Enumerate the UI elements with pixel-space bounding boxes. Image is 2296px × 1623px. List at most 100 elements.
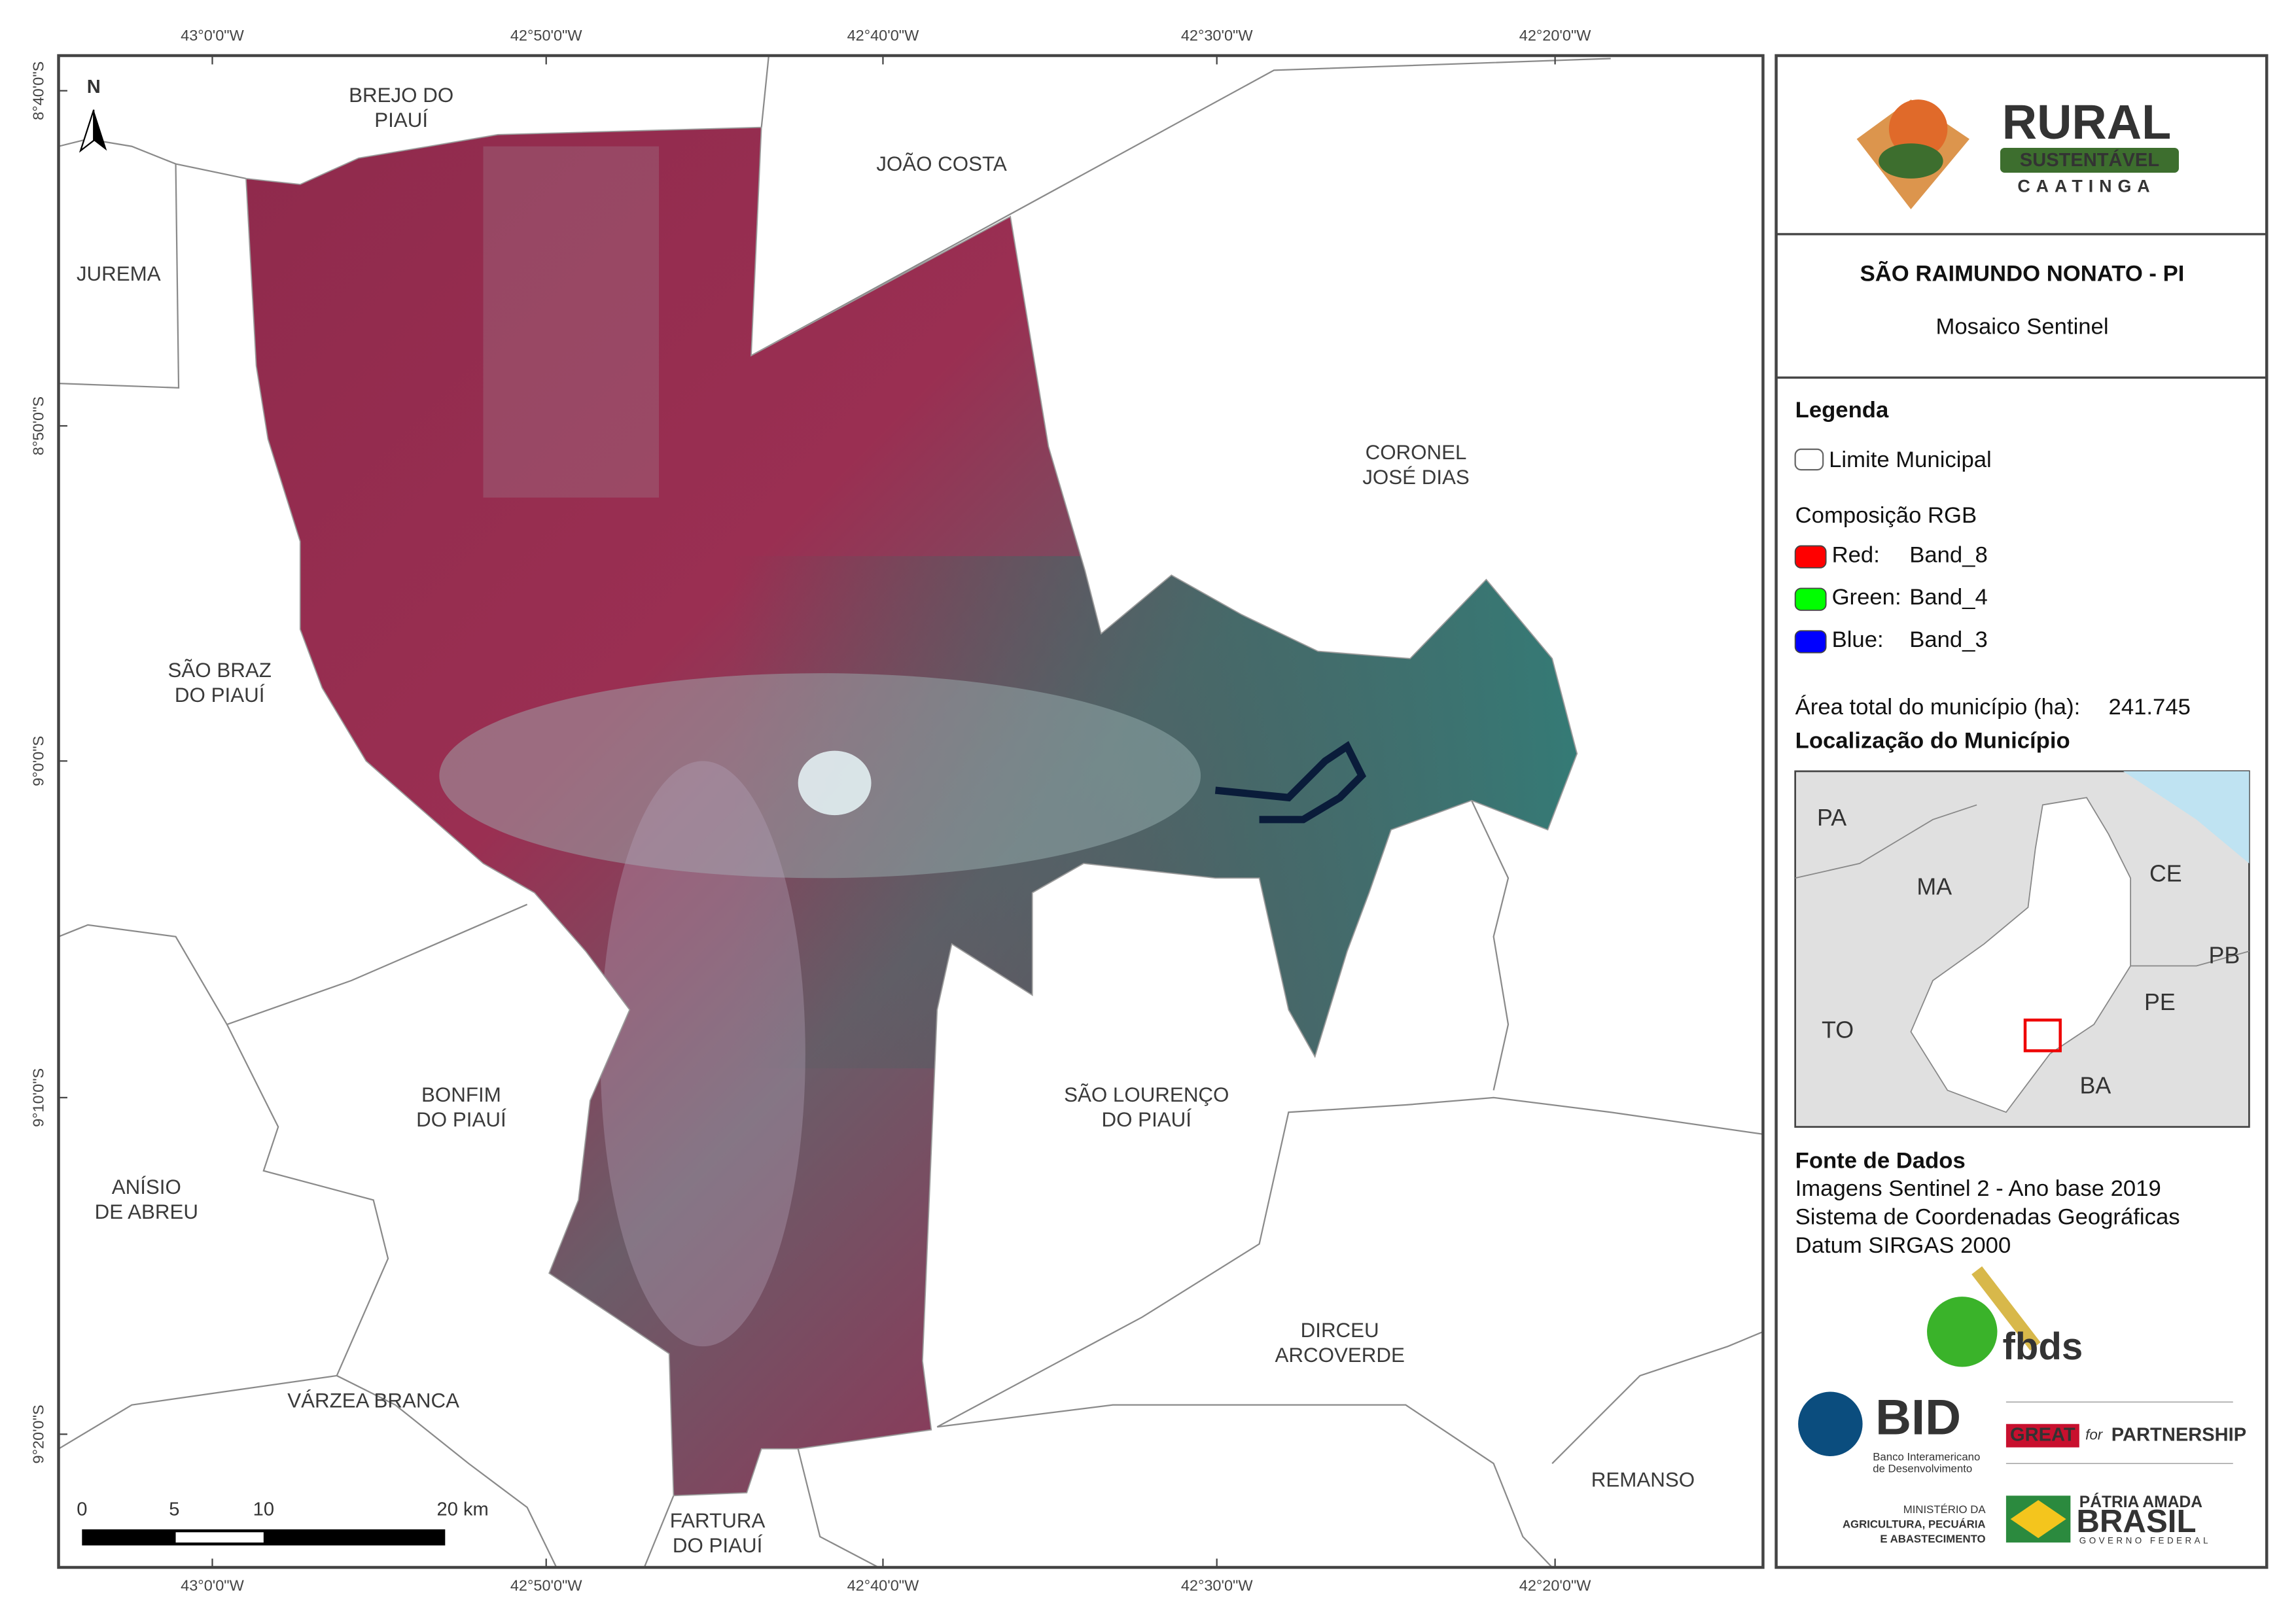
north-label: N xyxy=(87,77,101,97)
source-line: Sistema de Coordenadas Geográficas xyxy=(1795,1205,2180,1230)
inset-ocean xyxy=(2123,771,2250,864)
place-label: CORONEL xyxy=(1366,441,1467,464)
great-partnership: PARTNERSHIP xyxy=(2111,1424,2246,1445)
latitude-label: 8°40'0"S xyxy=(30,61,47,120)
legend-swatch xyxy=(1794,448,1824,471)
place-label: JUREMA xyxy=(77,262,161,285)
ministry: MINISTÉRIO DA xyxy=(1903,1503,1987,1516)
inset-border xyxy=(2130,951,2250,967)
sources-list: Imagens Sentinel 2 - Ano base 2019 Sistem… xyxy=(1795,1176,2180,1258)
source-line: Imagens Sentinel 2 - Ano base 2019 xyxy=(1795,1176,2161,1201)
place-label: PIAUÍ xyxy=(374,109,428,131)
place-label: DIRCEU xyxy=(1301,1319,1379,1342)
longitude-label: 42°50'0"W xyxy=(510,1577,583,1594)
place-label: SÃO LOURENÇO xyxy=(1064,1083,1229,1106)
north-arrow-right xyxy=(94,109,107,151)
map-frame xyxy=(57,54,1765,1569)
great-box xyxy=(2005,1423,2079,1448)
boundary xyxy=(797,1448,879,1567)
map-title: SÃO RAIMUNDO NONATO - PI xyxy=(1860,261,2185,287)
graticule-labels: 43°0'0"W 43°0'0"W 42°50'0"W 42°50'0"W 42°40'… xyxy=(30,27,1592,1594)
state-label: BA xyxy=(2080,1073,2111,1099)
longitude-label: 42°40'0"W xyxy=(847,27,920,44)
boundary xyxy=(58,164,180,389)
band-name: Band_8 xyxy=(1909,542,1988,567)
band-channel: Green: xyxy=(1832,585,1901,610)
municipal-boundaries xyxy=(58,56,1763,1567)
boundary xyxy=(1471,800,1510,1091)
place-label: JOSÉ DIAS xyxy=(1362,466,1470,489)
legend-label: Limite Municipal xyxy=(1829,447,1992,472)
map-subtitle: Mosaico Sentinel xyxy=(1935,314,2108,339)
brasil-word: BRASIL xyxy=(2076,1503,2196,1539)
band-name: Band_4 xyxy=(1909,585,1988,610)
boundary xyxy=(936,1096,1763,1428)
place-label: DE ABREU xyxy=(95,1200,198,1223)
band-name: Band_3 xyxy=(1909,627,1988,652)
legend-heading: Legenda xyxy=(1795,398,1889,423)
boundary xyxy=(643,1495,675,1567)
longitude-label: 43°0'0"W xyxy=(181,1577,244,1594)
place-label: BONFIM xyxy=(421,1083,501,1106)
logo-word: RURAL xyxy=(2002,95,2171,149)
north-arrow: N xyxy=(79,77,107,153)
state-label: PE xyxy=(2144,989,2176,1015)
boundary xyxy=(226,1024,557,1567)
panel-frame xyxy=(1775,54,2269,1569)
inset-border xyxy=(1795,804,1977,879)
great-text: GREAT xyxy=(2010,1424,2075,1445)
longitude-label: 42°20'0"W xyxy=(1519,27,1592,44)
band-swatch xyxy=(1794,545,1827,568)
longitude-label: 43°0'0"W xyxy=(181,27,244,44)
fbds-text: fbds xyxy=(2002,1325,2083,1368)
boundary xyxy=(760,56,770,128)
fbds-circle xyxy=(1927,1297,1998,1367)
logo-tree xyxy=(1879,143,1943,179)
inset-states: PA MA CE PB PE TO BA xyxy=(1817,805,2240,1098)
place-label: DO PIAUÍ xyxy=(175,684,265,707)
logo-band-text: SUSTENTÁVEL xyxy=(2020,148,2159,171)
band-legend: Red: Band_8 Green: Band_4 Blue: Band_3 xyxy=(1794,542,1988,654)
logo-band xyxy=(2000,147,2179,173)
great-for: for xyxy=(2085,1427,2104,1443)
location-heading: Localização do Município xyxy=(1795,728,2070,753)
longitude-label: 42°40'0"W xyxy=(847,1577,920,1594)
legend-subheading: Composição RGB xyxy=(1795,503,1977,528)
place-label: JOÃO COSTA xyxy=(876,152,1007,175)
scale-label: 5 xyxy=(169,1499,179,1520)
band-channel: Red: xyxy=(1832,542,1880,567)
place-label: REMANSO xyxy=(1591,1468,1695,1491)
band-channel: Blue: xyxy=(1832,627,1884,652)
inset-map: PA MA CE PB PE TO BA xyxy=(1794,770,2250,1128)
place-label: DO PIAUÍ xyxy=(673,1534,763,1557)
latitude-label: 9°0'0"S xyxy=(30,736,47,786)
source-line: Datum SIRGAS 2000 xyxy=(1795,1233,2011,1258)
band-swatch xyxy=(1794,630,1827,654)
latitude-label: 9°20'0"S xyxy=(30,1405,47,1463)
area-label: Área total do município (ha): xyxy=(1795,694,2081,720)
place-label: SÃO BRAZ xyxy=(168,659,271,682)
scale-bar-body xyxy=(82,1529,446,1546)
latitude-label: 9°10'0"S xyxy=(30,1068,47,1127)
rural-logo: RURAL SUSTENTÁVEL CAATINGA xyxy=(1856,95,2179,209)
boundary xyxy=(58,903,528,1026)
fbds-bar xyxy=(1971,1266,2041,1351)
bid-name: de Desenvolvimento xyxy=(1873,1463,1972,1475)
place-label: VÁRZEA BRANCA xyxy=(287,1389,459,1412)
state-label: MA xyxy=(1916,873,1952,899)
scale-label: 20 km xyxy=(437,1499,489,1520)
latitude-label: 8°50'0"S xyxy=(30,396,47,455)
place-label: BREJO DO xyxy=(349,84,453,107)
place-label: ANÍSIO xyxy=(112,1176,181,1198)
brasil-bottom: GOVERNO FEDERAL xyxy=(2079,1535,2211,1545)
imagery-cleared xyxy=(600,761,805,1347)
bid-text: BID xyxy=(1875,1389,1961,1445)
reservoir xyxy=(1214,741,1367,824)
place-label: DO PIAUÍ xyxy=(416,1108,506,1131)
inset-piaui xyxy=(1910,797,2132,1113)
imagery-urban xyxy=(798,750,872,816)
boundary xyxy=(58,1374,337,1450)
